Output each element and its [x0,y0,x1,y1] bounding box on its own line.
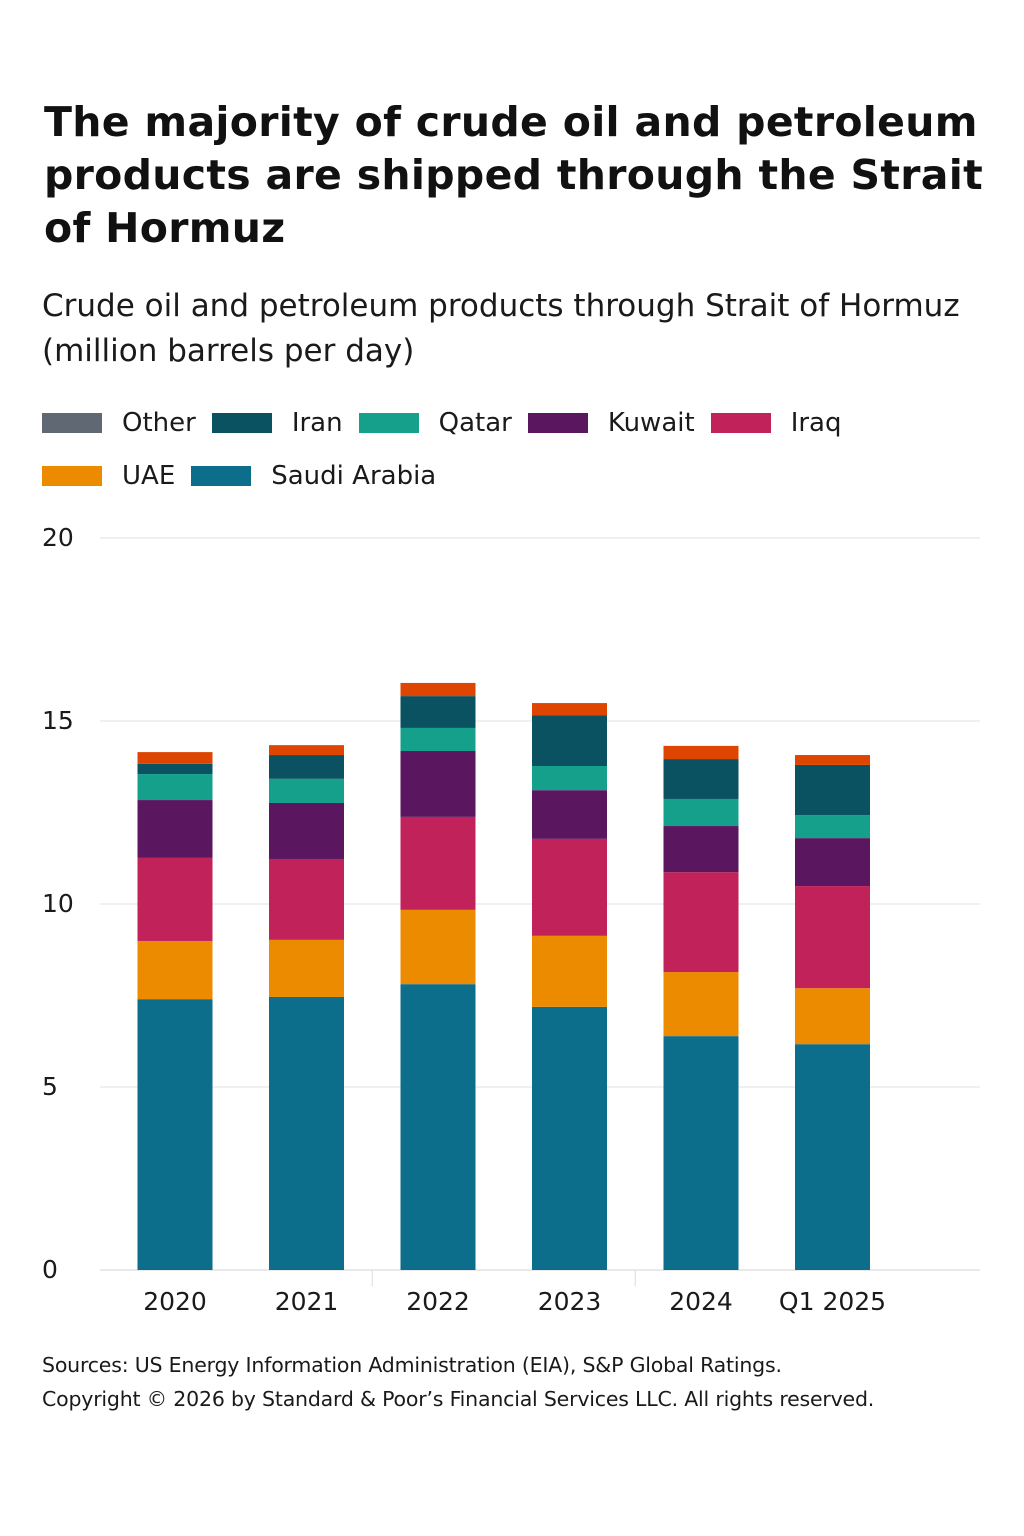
bar-segment-uae [269,939,344,997]
chart-subtitle: Crude oil and petroleum products through… [42,288,960,369]
legend-label: UAE [122,461,176,491]
bar-segment-iraq [532,838,607,936]
bar-segment-kuwait [795,838,870,887]
legend-item-saudi-arabia: Saudi Arabia [191,461,436,491]
bar-segment-other [137,752,213,764]
legend-row: Other Iran Qatar Kuwait Iraq [42,402,982,444]
bar-segment-qatar [269,778,344,803]
bar-segment-qatar [400,727,476,752]
legend-item-qatar: Qatar [358,408,512,438]
bar-segment-kuwait [532,790,607,839]
bar-segment-other [532,703,607,716]
legend-swatch [710,413,771,433]
bar-segment-iraq [400,816,476,910]
bar-segment-saudi-arabia [663,1036,739,1270]
copyright-note: Copyright © 2026 by Standard & Poor’s Fi… [42,1387,875,1411]
legend-label: Saudi Arabia [271,461,437,491]
bar-segment-iraq [663,872,739,973]
bar-segment-uae [400,909,476,985]
bar-segment-saudi-arabia [795,1044,870,1270]
x-tick-label: 2023 [538,1287,602,1316]
bar-segment-other [269,745,344,756]
y-tick-label: 20 [42,523,74,552]
bar-segment-iran [663,759,739,799]
x-tick-label: 2024 [669,1287,733,1316]
bar-segment-uae [663,972,739,1037]
y-tick-label: 5 [42,1072,58,1101]
y-tick-label: 10 [42,889,74,918]
x-tick-label: 2022 [406,1287,470,1316]
bar-segment-kuwait [137,800,213,858]
bar-segment-saudi-arabia [269,996,344,1270]
legend-item-other: Other [42,408,196,438]
legend-swatch [42,466,102,486]
legend-swatch [358,413,419,433]
y-tick-label: 15 [42,706,74,735]
bar-segment-iraq [269,858,344,940]
legend-swatch [527,413,588,433]
legend-item-uae: UAE [42,461,175,491]
legend-label: Qatar [438,408,512,438]
bar-segment-qatar [532,766,607,791]
bar-segment-kuwait [400,751,476,817]
y-tick-label: 0 [42,1255,58,1284]
sources-note: Sources: US Energy Information Administr… [42,1353,782,1377]
legend-swatch [42,413,102,433]
bar-segment-other [400,682,476,697]
legend-swatch [191,466,252,486]
bar-segment-other [795,755,870,765]
bar-segment-other [663,745,739,760]
bar-segment-kuwait [269,802,344,859]
legend-item-iran: Iran [211,408,343,438]
bar-segment-saudi-arabia [137,999,213,1270]
bar-segment-saudi-arabia [400,984,476,1270]
legend-swatch [211,413,272,433]
bar-segment-uae [795,988,870,1045]
legend-label: Iraq [790,408,842,438]
bar-segment-kuwait [663,826,739,873]
bar-segment-qatar [795,815,870,839]
legend-item-iraq: Iraq [710,408,842,438]
x-tick-label: Q1 2025 [779,1287,886,1316]
bar-segment-iran [400,696,476,728]
bar-segment-uae [532,935,607,1007]
chart-title: The majority of crude oil and petroleum … [44,98,984,252]
legend-item-kuwait: Kuwait [527,408,695,438]
legend-label: Iran [291,408,343,438]
bar-segment-iran [269,755,344,779]
bar-segment-iran [795,764,870,816]
x-tick-label: 2020 [143,1287,207,1316]
footer: Sources: US Energy Information Administr… [42,1348,1002,1416]
legend-row: UAE Saudi Arabia [42,455,982,497]
legend-label: Kuwait [607,408,695,438]
bar-segment-saudi-arabia [532,1006,607,1270]
bar-segment-iran [137,763,213,775]
bar-segment-uae [137,940,213,1000]
bar-segment-qatar [663,798,739,827]
bar-segment-qatar [137,774,213,801]
legend: Other Iran Qatar Kuwait Iraq UAE Saudi Arabia [42,402,982,508]
bar-segment-iran [532,715,607,767]
legend-label: Other [122,408,196,438]
bar-segment-iraq [795,886,870,989]
x-tick-label: 2021 [275,1287,339,1316]
bar-segment-iraq [137,857,213,941]
